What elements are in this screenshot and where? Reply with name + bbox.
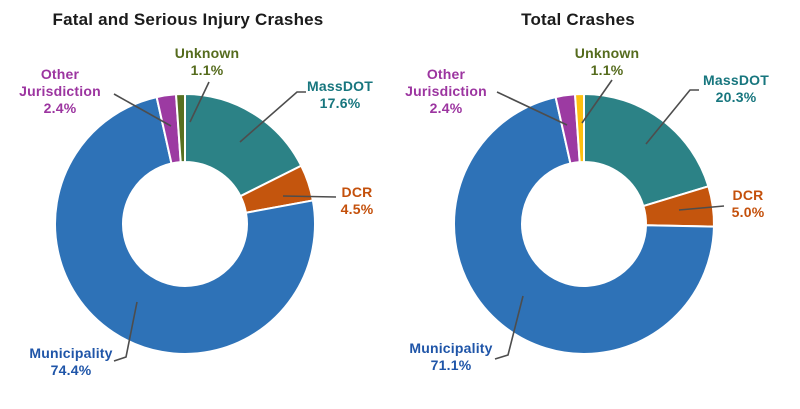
slice-label-value: 17.6% (319, 95, 361, 111)
slice-label-value: 5.0% (731, 204, 765, 220)
slice-label-value: 74.4% (50, 362, 92, 378)
slice-label-name: DCR (341, 184, 373, 200)
slice-label-massdot-left: MassDOT 17.6% (307, 78, 373, 112)
donut-slice-municipality-left (54, 96, 316, 355)
slice-label-name: DCR (732, 187, 764, 203)
slice-label-dcr-right: DCR 5.0% (732, 187, 765, 221)
donut-slice-unknown-left (175, 92, 186, 164)
leader-line-other_jurisdiction-left (113, 93, 172, 127)
chart-title-fatal-serious: Fatal and Serious Injury Crashes (52, 10, 324, 29)
leader-line-dcr-right (678, 205, 725, 211)
slice-label-name: Other Jurisdiction (19, 66, 101, 99)
donut-slice-unknown-right (574, 92, 585, 164)
slice-label-name: Municipality (29, 345, 113, 361)
slice-label-municipality-left: Municipality 74.4% (29, 345, 112, 379)
donut-slice-municipality-right (453, 96, 715, 355)
slice-label-value: 20.3% (715, 89, 757, 105)
slice-label-name: MassDOT (703, 72, 769, 88)
leader-line-unknown-right (581, 79, 613, 124)
slice-label-unknown-right: Unknown 1.1% (575, 45, 639, 79)
slice-label-value: 4.5% (340, 201, 374, 217)
slice-label-value: 2.4% (43, 100, 77, 116)
slice-label-massdot-right: MassDOT 20.3% (703, 72, 769, 106)
slice-label-value: 2.4% (429, 100, 463, 116)
slice-label-unknown-left: Unknown 1.1% (175, 45, 239, 79)
chart-title-total: Total Crashes (521, 10, 635, 29)
slice-label-value: 1.1% (590, 62, 624, 78)
slice-label-value: 71.1% (430, 357, 472, 373)
leader-line-massdot-right (645, 89, 699, 145)
slice-label-dcr-left: DCR 4.5% (341, 184, 374, 218)
slice-label-value: 1.1% (190, 62, 224, 78)
slice-label-municipality-right: Municipality 71.1% (409, 340, 492, 374)
slice-label-name: Municipality (409, 340, 493, 356)
leader-line-massdot-left (239, 91, 306, 143)
slice-label-other-jurisdiction-left: Other Jurisdiction 2.4% (12, 66, 108, 117)
slice-label-name: Other Jurisdiction (405, 66, 487, 99)
slice-label-name: Unknown (574, 45, 640, 61)
slice-label-other-jurisdiction-right: Other Jurisdiction 2.4% (398, 66, 494, 117)
donut-slice-massdot-left (184, 93, 303, 198)
leader-line-unknown-left (189, 81, 210, 123)
leader-line-dcr-left (282, 195, 337, 198)
leader-line-municipality-right (494, 295, 524, 360)
leader-line-municipality-left (113, 301, 138, 362)
slice-label-name: MassDOT (307, 78, 373, 94)
donut-slice-massdot-right (583, 93, 710, 208)
slice-label-name: Unknown (174, 45, 240, 61)
leader-line-other_jurisdiction-right (496, 91, 568, 126)
